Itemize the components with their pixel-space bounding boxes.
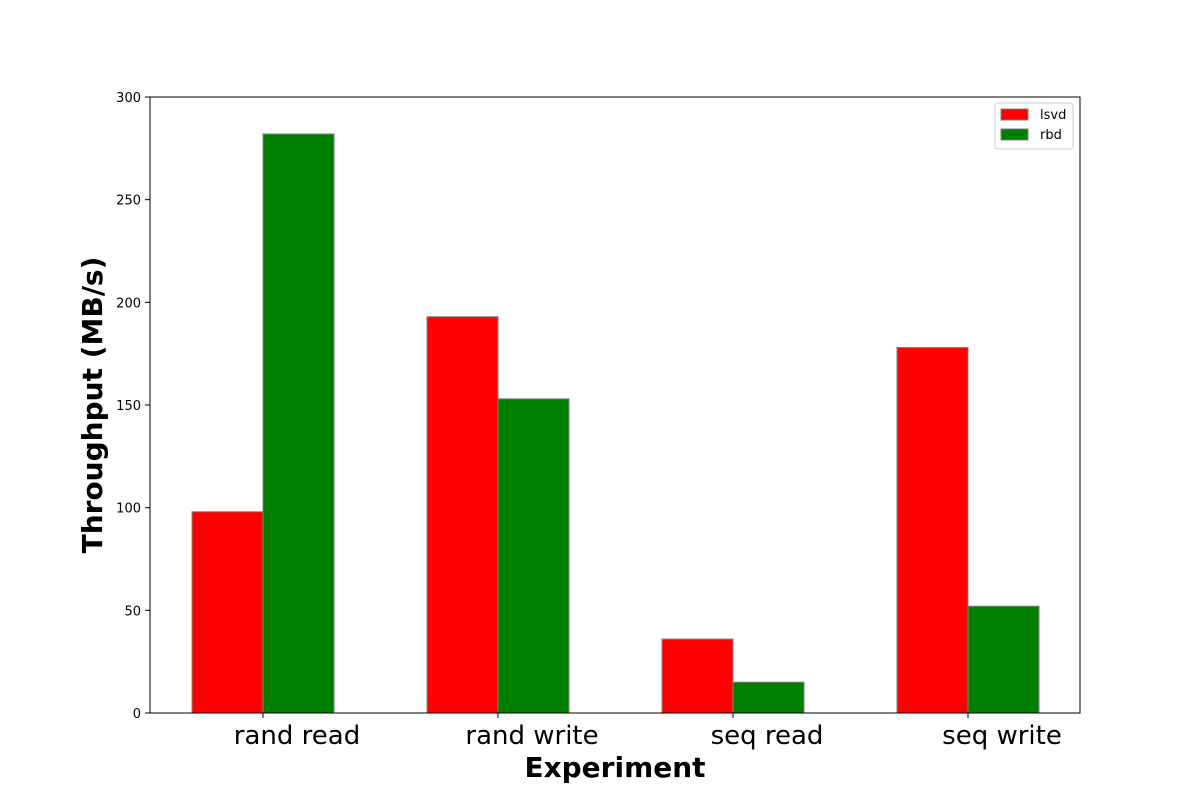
bar-rbd-seq-read: [732, 681, 805, 714]
bar-lsvd-seq-read: [661, 638, 734, 714]
bar-rbd-seq-write: [967, 605, 1040, 714]
x-tick-label-seq-read: seq read: [711, 721, 824, 751]
x-axis-title: Experiment: [524, 751, 705, 784]
bars-group: [191, 133, 1040, 714]
bar-lsvd-rand-read: [191, 511, 264, 714]
y-tick-label-150: 150: [116, 399, 141, 414]
bar-rbd-rand-read: [262, 133, 335, 714]
y-axis: 0 50 100 150 200 250 300: [116, 91, 150, 722]
y-tick-label-0: 0: [133, 707, 141, 722]
x-axis: rand read rand write seq read seq write: [234, 713, 1062, 751]
y-tick-label-300: 300: [116, 91, 141, 106]
bar-lsvd-seq-write: [896, 347, 969, 714]
x-tick-label-seq-write: seq write: [942, 721, 1062, 751]
x-tick-label-rand-read: rand read: [234, 721, 360, 751]
y-axis-title: Throughput (MB/s): [76, 257, 109, 554]
x-tick-label-rand-write: rand write: [465, 721, 598, 751]
bar-lsvd-rand-write: [426, 316, 499, 714]
y-tick-label-250: 250: [116, 194, 141, 209]
legend-swatch-lsvd: [1000, 108, 1029, 121]
bar-rbd-rand-write: [497, 398, 570, 714]
y-tick-label-50: 50: [124, 604, 141, 619]
legend-label-rbd: rbd: [1040, 128, 1062, 143]
legend-label-lsvd: lsvd: [1040, 108, 1066, 123]
legend: lsvd rbd: [994, 102, 1074, 150]
y-tick-label-100: 100: [116, 502, 141, 517]
legend-swatch-rbd: [1000, 128, 1029, 141]
y-tick-label-200: 200: [116, 296, 141, 311]
